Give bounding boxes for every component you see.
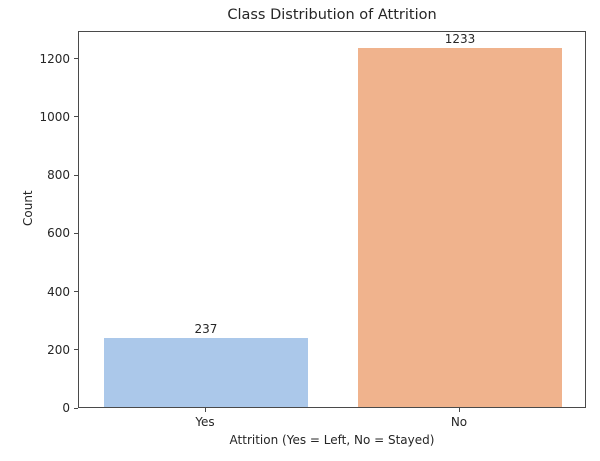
y-tick-label: 1000 <box>39 109 70 124</box>
y-tick-label: 400 <box>47 284 70 299</box>
y-tick-label: 600 <box>47 226 70 241</box>
y-tick-label: 1200 <box>39 51 70 66</box>
y-tick-label: 200 <box>47 342 70 357</box>
y-tick-label: 0 <box>62 401 70 415</box>
chart-title: Class Distribution of Attrition <box>227 7 437 23</box>
x-tick-label-yes: Yes <box>195 415 215 429</box>
y-tick-mark <box>74 291 78 293</box>
y-tick-mark <box>74 407 78 409</box>
y-tick-mark <box>74 232 78 234</box>
x-tick-label-no: No <box>450 415 468 429</box>
y-tick-mark <box>74 58 78 60</box>
x-tick-mark <box>205 408 206 412</box>
bar-yes <box>104 338 308 407</box>
x-axis-label: Attrition (Yes = Left, No = Stayed) <box>229 433 435 447</box>
y-axis-label: Count <box>20 190 35 226</box>
plot-area: 237 1233 <box>78 31 586 408</box>
bar-no <box>358 48 562 407</box>
bar-value-label: 237 <box>194 322 218 337</box>
y-tick-mark <box>74 116 78 118</box>
y-tick-mark <box>74 174 78 176</box>
y-tick-label: 800 <box>47 168 70 183</box>
x-tick-mark <box>459 408 460 412</box>
y-tick-mark <box>74 349 78 351</box>
bar-value-label: 1233 <box>444 32 476 47</box>
